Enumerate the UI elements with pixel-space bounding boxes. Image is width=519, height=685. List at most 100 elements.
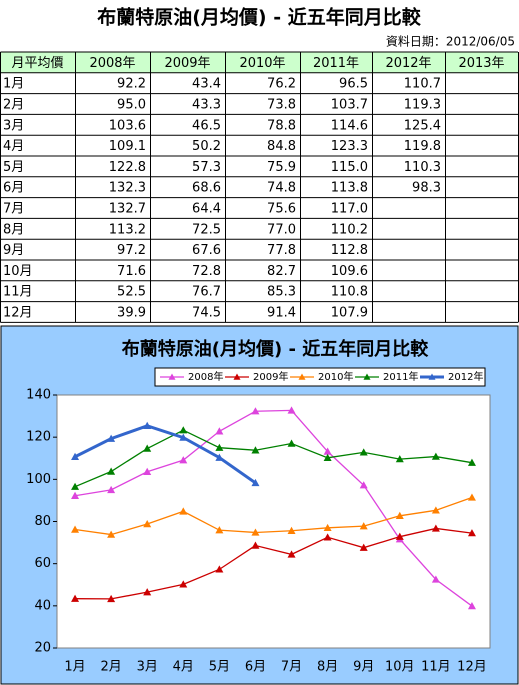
point	[107, 594, 116, 603]
table-cell: 115.0	[331, 160, 368, 175]
point	[143, 588, 152, 596]
table-cell: 107.9	[331, 306, 368, 321]
table-cell: 125.4	[404, 118, 441, 133]
x-tick-label: 3月	[137, 660, 158, 675]
table-header-bg	[0, 52, 518, 73]
table-cell: 114.6	[331, 118, 368, 133]
y-tick-label: 60	[34, 556, 51, 571]
x-tick-label: 12月	[457, 660, 487, 675]
point	[179, 433, 188, 441]
point	[71, 525, 80, 533]
table-cell: 103.6	[109, 118, 146, 133]
table-cell: 74.8	[267, 181, 296, 196]
point	[143, 421, 152, 429]
table-cell: 96.5	[339, 77, 368, 92]
table-cell: 76.2	[267, 77, 296, 92]
table-header: 2012年	[385, 56, 431, 71]
x-tick-label: 5月	[209, 660, 230, 675]
point	[71, 594, 80, 602]
table-cell: 78.8	[267, 118, 296, 133]
legend-marker	[233, 373, 241, 380]
point	[467, 458, 476, 466]
table-cell: 122.8	[109, 160, 146, 175]
y-tick-label: 20	[34, 641, 51, 656]
table-cell: 109.1	[109, 139, 146, 154]
series-line	[74, 429, 473, 488]
table-cell: 109.6	[331, 264, 368, 279]
table-cell: 8月	[3, 222, 24, 237]
point	[215, 565, 224, 573]
chart-title: 布蘭特原油(月均價) - 近五年同月比較	[122, 338, 429, 360]
x-tick-label: 9月	[353, 660, 374, 675]
x-tick-label: 7月	[281, 660, 302, 675]
point	[287, 439, 296, 447]
point	[143, 467, 152, 475]
legend	[154, 367, 486, 387]
series-line	[75, 527, 473, 600]
y-tick-label: 40	[34, 598, 51, 613]
table-header: 2011年	[313, 56, 359, 71]
table-cell: 110.2	[331, 222, 368, 237]
series-line	[74, 496, 473, 536]
point	[107, 434, 116, 442]
point	[395, 511, 404, 520]
series-line	[74, 409, 473, 607]
point	[323, 533, 332, 541]
table-header: 2013年	[458, 56, 504, 71]
point	[287, 550, 296, 558]
table-cell: 119.3	[404, 98, 441, 113]
y-tick-label: 100	[26, 472, 51, 487]
table-cell: 110.7	[404, 77, 441, 92]
point	[467, 529, 476, 537]
table-cell: 6月	[3, 181, 24, 196]
point	[395, 455, 404, 463]
point	[323, 447, 332, 455]
table-cell: 52.5	[117, 285, 146, 300]
legend-marker	[168, 373, 176, 380]
point	[251, 541, 260, 549]
table-cell: 43.4	[192, 77, 221, 92]
point	[71, 482, 80, 490]
point	[179, 426, 188, 434]
point	[107, 530, 116, 538]
point	[215, 427, 224, 435]
table-cell: 46.5	[192, 118, 221, 133]
point	[179, 507, 188, 515]
table-cell: 77.0	[267, 222, 296, 237]
table-cell: 39.9	[117, 306, 146, 321]
table-cell: 4月	[3, 139, 24, 154]
table-cell: 110.8	[331, 285, 368, 300]
table-header: 2008年	[89, 56, 135, 71]
point	[143, 520, 152, 528]
point	[467, 602, 476, 610]
x-tick-label: 8月	[317, 660, 338, 675]
plot-area	[56, 394, 491, 649]
point	[107, 467, 116, 475]
table-cell: 5月	[3, 160, 24, 175]
y-tick-label: 120	[26, 430, 51, 445]
table-cell: 2月	[3, 98, 24, 113]
series-line	[74, 424, 257, 485]
point	[143, 444, 152, 452]
table-cell: 1月	[3, 77, 24, 92]
point	[431, 524, 440, 532]
table-header: 月平均價	[11, 56, 63, 71]
table-cell: 84.8	[267, 139, 296, 154]
point	[287, 406, 296, 414]
table-cell: 132.7	[109, 202, 146, 217]
table-cell: 117.0	[331, 202, 368, 217]
point	[431, 575, 440, 583]
legend-label: 2012年	[448, 370, 483, 383]
point	[251, 528, 260, 536]
legend-label: 2009年	[253, 370, 288, 383]
table-cell: 98.3	[412, 181, 441, 196]
table-cell: 91.4	[267, 306, 296, 321]
point	[251, 478, 260, 487]
table-cell: 43.3	[192, 98, 221, 113]
table-cell: 75.6	[267, 202, 296, 217]
legend-marker	[363, 373, 371, 380]
x-tick-label: 2月	[100, 660, 121, 675]
legend-marker	[428, 373, 436, 380]
point	[323, 523, 332, 532]
y-tick-label: 80	[34, 514, 51, 529]
